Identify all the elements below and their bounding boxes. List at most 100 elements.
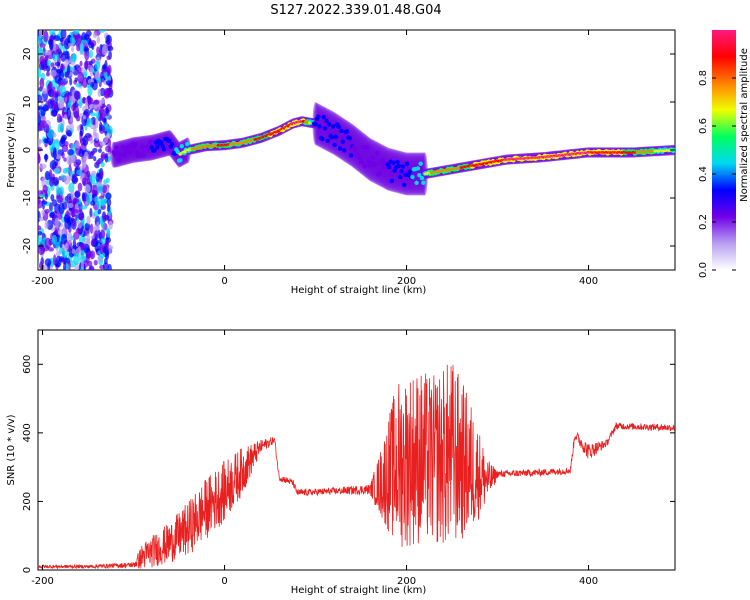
noise-dot	[99, 30, 106, 33]
snr-plot-area	[37, 329, 676, 571]
noise-dot	[46, 59, 52, 67]
ridge-point	[387, 164, 392, 170]
spectrogram-panel: -200 0 200 400 -20 -10 0 10 20 Height of straigh…	[6, 29, 676, 296]
noise-dot	[76, 169, 83, 176]
noise-dot	[84, 222, 91, 231]
noise-dot	[71, 46, 75, 52]
noise-dot	[83, 260, 89, 268]
ridge-point	[336, 124, 341, 130]
ridge-point	[352, 148, 358, 153]
noise-dot	[90, 124, 97, 130]
noise-dot	[80, 260, 84, 270]
ridge-point	[152, 148, 157, 153]
y-tick-label: 0	[22, 147, 33, 153]
noise-dot	[65, 168, 70, 174]
noise-dot	[38, 196, 41, 204]
noise-dot	[77, 182, 83, 192]
ridge-point	[421, 180, 426, 185]
noise-dot	[58, 70, 65, 81]
ridge-point	[414, 180, 419, 186]
noise-dot	[101, 64, 107, 70]
ridge-point	[396, 163, 402, 168]
noise-dot	[80, 205, 88, 210]
noise-dot	[60, 64, 65, 71]
noise-dot	[53, 254, 57, 266]
noise-dot	[71, 217, 76, 227]
noise-dot	[86, 233, 91, 244]
noise-dot	[105, 145, 112, 153]
colorbar-label: Normalized spectral amplitude	[739, 48, 750, 202]
ridge-point	[329, 135, 335, 140]
ridge-point	[185, 141, 190, 147]
noise-dot	[76, 66, 82, 74]
ridge-halo	[410, 152, 417, 196]
ridge-point	[316, 114, 321, 120]
noise-dot	[106, 227, 110, 234]
ridge-point	[127, 149, 133, 155]
ridge-point	[331, 124, 336, 129]
ridge-point	[321, 114, 326, 120]
noise-dot	[90, 81, 95, 88]
noise-dot	[82, 135, 89, 146]
noise-dot	[106, 55, 111, 61]
noise-dot	[99, 170, 104, 178]
ridge-point	[337, 146, 343, 151]
noise-dot	[99, 121, 103, 132]
noise-dot	[42, 184, 48, 194]
noise-dot	[73, 162, 80, 168]
y-tick-label: 0	[22, 567, 33, 573]
noise-dot	[75, 33, 82, 46]
noise-dot	[41, 209, 45, 216]
noise-dot	[70, 54, 77, 63]
ridge-point	[313, 121, 318, 127]
noise-dot	[39, 77, 45, 89]
ridge-point	[159, 140, 164, 145]
noise-dot	[103, 257, 108, 265]
noise-dot	[60, 30, 67, 39]
ridge-halo	[368, 138, 375, 182]
noise-dot	[96, 36, 101, 44]
x-tick-label: 400	[579, 276, 598, 287]
noise-dot	[103, 71, 108, 78]
ridge-point	[400, 164, 406, 169]
noise-dot	[82, 115, 87, 120]
noise-dot	[97, 88, 102, 98]
noise-dot	[76, 44, 81, 52]
ridge-point	[392, 168, 397, 173]
ridge-point	[365, 144, 370, 150]
noise-dot	[81, 157, 87, 168]
ridge-point	[373, 161, 378, 167]
noise-dot	[103, 179, 108, 185]
ridge-point	[322, 126, 328, 131]
snr-panel: -200 0 200 400 0 200 400 600 Height of straight…	[6, 329, 676, 596]
ridge-point	[377, 170, 382, 176]
noise-dot	[38, 67, 42, 78]
noise-dot	[38, 94, 43, 103]
noise-dot	[63, 93, 70, 105]
noise-dot	[83, 151, 89, 160]
y-tick-label: 400	[22, 423, 33, 442]
noise-dot	[45, 123, 50, 134]
spectrogram-x-axis-label: Height of straight line (km)	[291, 285, 427, 296]
x-tick-label: 0	[221, 576, 227, 587]
ridge-point	[149, 145, 154, 150]
noise-dot	[100, 229, 105, 239]
ridge-point	[374, 150, 380, 156]
ridge-point	[380, 158, 385, 163]
noise-dot	[97, 208, 102, 215]
noise-dot	[74, 191, 81, 198]
noise-dot	[50, 70, 57, 77]
noise-dot	[57, 212, 63, 220]
ridge-halo	[314, 103, 321, 147]
noise-dot	[44, 237, 52, 250]
noise-dot	[41, 200, 48, 205]
noise-dot	[99, 244, 104, 255]
ridge-point	[419, 176, 425, 181]
noise-dot	[76, 125, 81, 132]
noise-dot	[75, 115, 81, 122]
noise-dot	[99, 140, 107, 147]
noise-dot	[49, 212, 54, 218]
noise-dot	[38, 35, 42, 45]
noise-dot	[67, 232, 73, 244]
ridge-point	[389, 178, 395, 184]
